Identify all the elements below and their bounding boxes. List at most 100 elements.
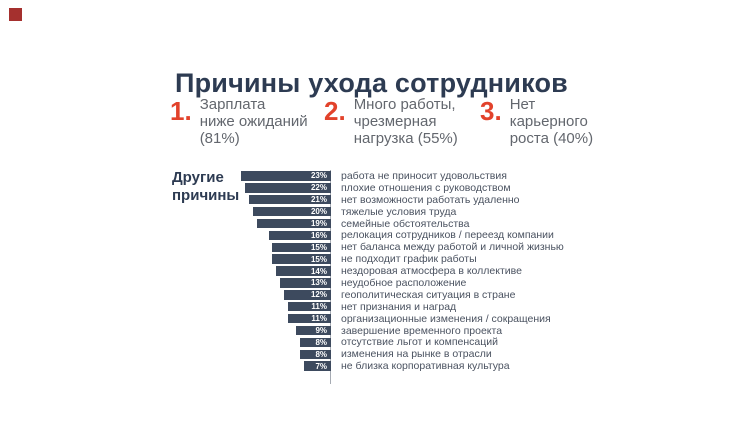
bar-value-label: 13%	[310, 278, 327, 288]
bar: 16%	[269, 230, 331, 241]
reason-rank-1: 1.	[170, 96, 192, 126]
bar: 11%	[288, 313, 331, 324]
bar-value-label: 15%	[310, 242, 327, 252]
table-row: 7% не близка корпоративная культура	[0, 360, 751, 372]
table-row: 14% нездоровая атмосфера в коллективе	[0, 265, 751, 277]
bar: 12%	[284, 290, 331, 300]
bar-zone: 13%	[0, 278, 331, 288]
table-row: 23% работа не приносит удовольствия	[0, 170, 751, 182]
bar-value-label: 8%	[315, 337, 327, 347]
top-reason-2: 2. Много работы, чрезмерная нагрузка (55…	[324, 96, 458, 147]
bar-zone: 21%	[0, 194, 331, 205]
bar-category-label: нет признания и наград	[341, 300, 457, 313]
other-reasons-group-label: Другие причины	[172, 169, 240, 204]
chart-axis-line	[330, 170, 331, 384]
bar-category-label: не близка корпоративная культура	[341, 360, 510, 373]
table-row: 11% нет признания и наград	[0, 301, 751, 313]
bar-category-label: геополитическая ситуация в стране	[341, 288, 516, 301]
bar-value-label: 16%	[310, 230, 327, 240]
bar-zone: 11%	[0, 301, 331, 312]
table-row: 22% плохие отношения с руководством	[0, 182, 751, 194]
bar-rows: 23% работа не приносит удовольствия 22% пло…	[0, 170, 751, 372]
bar-zone: 20%	[0, 206, 331, 217]
bar-zone: 15%	[0, 254, 331, 264]
bar-zone: 12%	[0, 290, 331, 300]
bar: 9%	[296, 325, 331, 336]
bar: 8%	[300, 337, 331, 348]
bar: 8%	[300, 349, 331, 360]
reason-text-2: Много работы, чрезмерная нагрузка (55%)	[353, 96, 458, 147]
bar-value-label: 21%	[310, 195, 327, 205]
bar-category-label: изменения на рынке в отрасли	[341, 348, 492, 361]
bar-value-label: 11%	[311, 314, 327, 324]
reason-rank-2: 2.	[324, 96, 346, 126]
bar-category-label: не подходит график работы	[341, 253, 477, 266]
table-row: 19% семейные обстоятельства	[0, 218, 751, 230]
top-reason-1: 1. Зарплата ниже ожиданий (81%)	[170, 96, 308, 147]
bar-value-label: 14%	[310, 266, 327, 276]
table-row: 20% тяжелые условия труда	[0, 206, 751, 218]
bar: 15%	[272, 254, 331, 264]
bar: 20%	[253, 206, 331, 217]
logo-mark	[9, 8, 22, 21]
bar-category-label: организационные изменения / сокращения	[341, 312, 551, 325]
bar: 7%	[304, 361, 331, 371]
bar-category-label: неудобное расположение	[341, 276, 467, 289]
reason-text-3: Нет карьерного роста (40%)	[509, 96, 594, 147]
bar-zone: 9%	[0, 325, 331, 336]
bar: 22%	[245, 183, 331, 193]
bar-category-label: завершение временного проекта	[341, 324, 503, 337]
bar-value-label: 7%	[315, 361, 327, 371]
bar-zone: 14%	[0, 266, 331, 276]
bar: 23%	[241, 171, 331, 181]
bar-category-label: нет баланса между работой и личной жизнь…	[341, 241, 564, 254]
table-row: 15% не подходит график работы	[0, 253, 751, 265]
bar: 15%	[272, 242, 331, 253]
table-row: 9% завершение временного проекта	[0, 325, 751, 337]
bar-category-label: нет возможности работать удаленно	[341, 193, 520, 206]
table-row: 21% нет возможности работать удаленно	[0, 194, 751, 206]
bar-category-label: работа не приносит удовольствия	[341, 169, 507, 182]
bar-zone: 16%	[0, 230, 331, 241]
bar-value-label: 15%	[310, 254, 327, 264]
bar-zone: 23%	[0, 171, 331, 181]
bar-value-label: 8%	[315, 349, 327, 359]
bar-zone: 19%	[0, 218, 331, 229]
bar-value-label: 12%	[310, 290, 327, 300]
top-reasons-section: 1. Зарплата ниже ожиданий (81%) 2. Много…	[0, 96, 751, 156]
bar-zone: 15%	[0, 242, 331, 253]
page-title: Причины ухода сотрудников	[175, 68, 568, 99]
bar-value-label: 19%	[310, 219, 327, 228]
bar-category-label: отсутствие льгот и компенсаций	[341, 336, 498, 349]
bar-value-label: 11%	[311, 302, 327, 312]
bar-category-label: плохие отношения с руководством	[341, 181, 511, 194]
top-reason-3: 3. Нет карьерного роста (40%)	[480, 96, 593, 147]
bar: 14%	[276, 266, 331, 276]
bar-zone: 11%	[0, 313, 331, 324]
bar: 19%	[257, 218, 331, 229]
reason-rank-3: 3.	[480, 96, 502, 126]
bar-category-label: тяжелые условия труда	[341, 205, 457, 218]
table-row: 8% отсутствие льгот и компенсаций	[0, 336, 751, 348]
bar-value-label: 9%	[315, 326, 327, 336]
table-row: 15% нет баланса между работой и личной жи…	[0, 241, 751, 253]
bar-category-label: релокация сотрудников / переезд компании	[341, 229, 554, 242]
bar-zone: 7%	[0, 361, 331, 371]
bar-zone: 8%	[0, 337, 331, 348]
bar-value-label: 20%	[310, 207, 327, 217]
bar: 21%	[249, 194, 331, 205]
bar: 11%	[288, 301, 331, 312]
bar: 13%	[280, 278, 331, 288]
reason-text-1: Зарплата ниже ожиданий (81%)	[199, 96, 308, 147]
table-row: 8% изменения на рынке в отрасли	[0, 348, 751, 360]
table-row: 11% организационные изменения / сокращени…	[0, 313, 751, 325]
table-row: 12% геополитическая ситуация в стране	[0, 289, 751, 301]
table-row: 16% релокация сотрудников / переезд компа…	[0, 229, 751, 241]
bar-zone: 22%	[0, 183, 331, 193]
bar-category-label: нездоровая атмосфера в коллективе	[341, 265, 522, 278]
bar-value-label: 22%	[310, 183, 327, 193]
table-row: 13% неудобное расположение	[0, 277, 751, 289]
bar-category-label: семейные обстоятельства	[341, 217, 470, 230]
bar-zone: 8%	[0, 349, 331, 360]
